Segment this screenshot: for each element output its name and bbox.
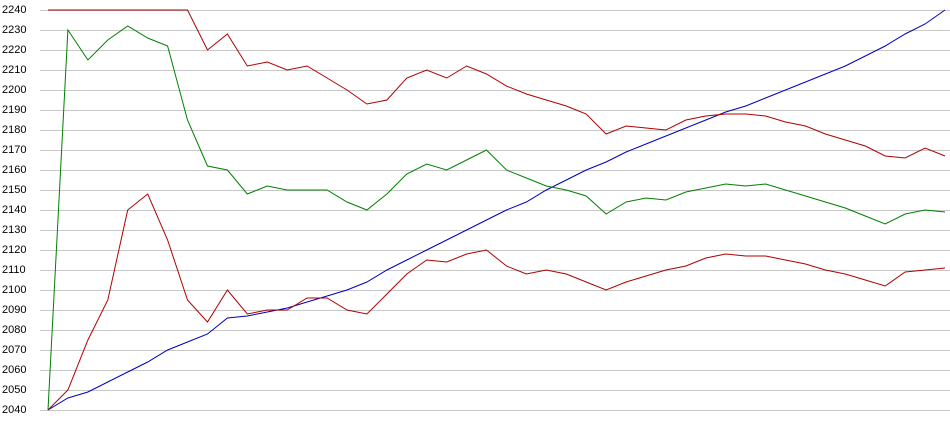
y-tick-label: 2200 [2,84,26,96]
y-tick-label: 2070 [2,344,26,356]
y-tick-label: 2170 [2,144,26,156]
line-series [48,9,946,159]
y-tick-label: 2210 [2,64,26,76]
y-tick-label: 2080 [2,324,26,336]
y-tick-label: 2100 [2,284,26,296]
y-tick-label: 2190 [2,104,26,116]
y-tick-label: 2110 [2,264,26,276]
line-series [47,193,946,411]
y-tick-label: 2090 [2,304,26,316]
y-tick-label: 2040 [2,404,26,416]
line-series [47,9,946,411]
y-tick-label: 2130 [2,224,26,236]
y-tick-label: 2220 [2,44,26,56]
line-series [47,25,946,411]
y-tick-label: 2150 [2,184,26,196]
y-tick-label: 2120 [2,244,26,256]
y-tick-label: 2060 [2,364,26,376]
y-tick-label: 2050 [2,384,26,396]
y-tick-label: 2160 [2,164,26,176]
y-tick-label: 2240 [2,4,26,16]
y-tick-label: 2230 [2,24,26,36]
y-tick-label: 2180 [2,124,26,136]
y-tick-label: 2140 [2,204,26,216]
